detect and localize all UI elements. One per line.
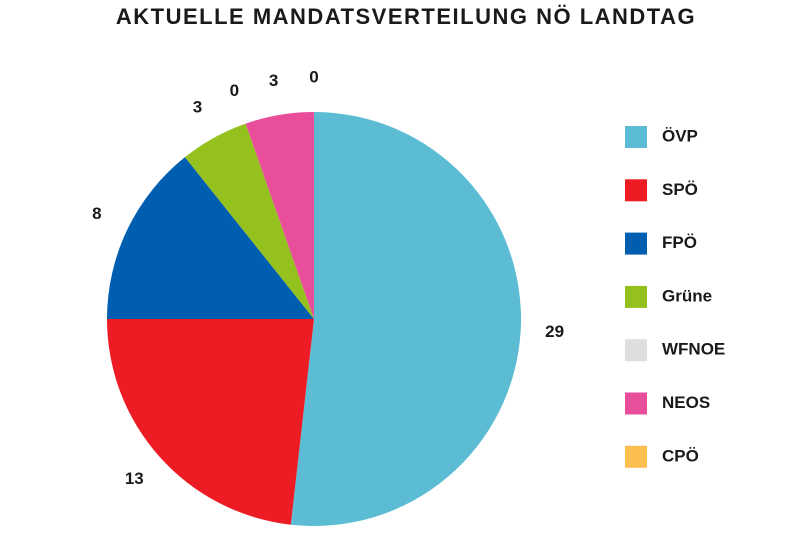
- data-label: 0: [309, 67, 318, 86]
- pie-slice: [184, 123, 314, 319]
- pie-slice: [290, 112, 521, 526]
- data-label: 3: [269, 71, 278, 90]
- legend-label: CPÖ: [662, 446, 699, 465]
- data-label: 13: [125, 469, 144, 488]
- legend-swatch: [625, 179, 647, 202]
- legend-label: WFNOE: [662, 340, 725, 359]
- pie-slice: [245, 112, 314, 319]
- chart-title: AKTUELLE MANDATSVERTEILUNG NÖ LANDTAG: [116, 4, 696, 29]
- legend-swatch: [625, 445, 647, 468]
- data-label: 29: [545, 322, 564, 341]
- legend-swatch: [625, 392, 647, 415]
- legend-label: FPÖ: [662, 233, 697, 252]
- legend-label: ÖVP: [662, 126, 698, 145]
- legend-label: Grüne: [662, 286, 712, 305]
- legend-label: NEOS: [662, 393, 710, 412]
- data-label: 0: [230, 81, 239, 100]
- data-label: 3: [193, 98, 202, 117]
- legend-swatch: [625, 339, 647, 362]
- legend-swatch: [625, 285, 647, 308]
- data-label: 8: [92, 204, 101, 223]
- legend-label: SPÖ: [662, 180, 698, 199]
- pie-slice: [107, 319, 314, 525]
- pie-slice: [107, 157, 314, 319]
- legend-swatch: [625, 126, 647, 148]
- legend-swatch: [625, 232, 647, 255]
